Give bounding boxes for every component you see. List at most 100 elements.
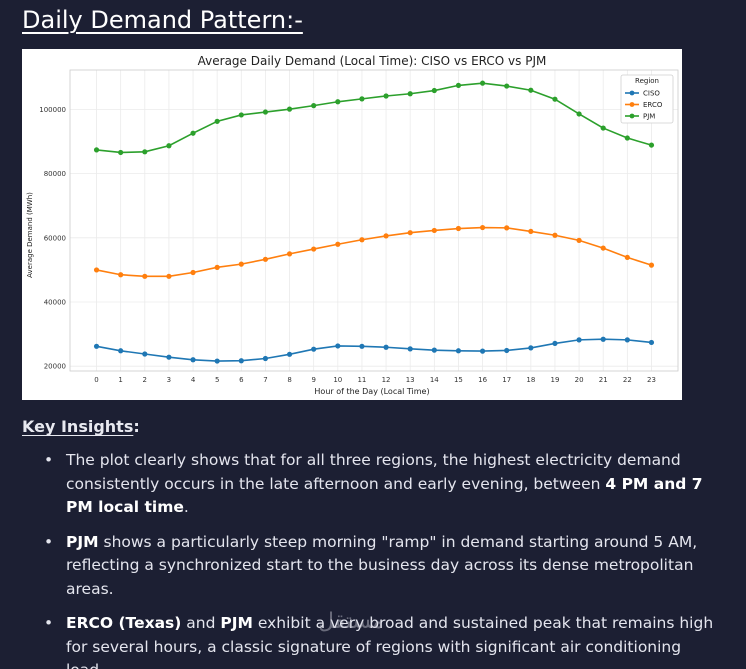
- section-heading: Daily Demand Pattern:-: [22, 6, 303, 34]
- x-tick-label: 1: [118, 376, 122, 384]
- data-point-pjm: [238, 112, 244, 118]
- insights-list: • The plot clearly shows that for all thr…: [22, 449, 722, 669]
- data-point-ciso: [142, 351, 148, 357]
- x-tick-label: 4: [191, 376, 196, 384]
- insight-text: shows a particularly steep morning "ramp…: [66, 532, 698, 598]
- insight-bullet: • ERCO (Texas) and PJM exhibit a very bro…: [22, 612, 722, 669]
- chart-legend: Region CISO ERCO PJM: [620, 74, 674, 124]
- data-point-pjm: [648, 142, 655, 148]
- data-point-ciso: [214, 358, 220, 364]
- data-point-erco: [624, 254, 630, 261]
- data-point-pjm: [600, 125, 606, 131]
- x-tick-label: 7: [263, 376, 267, 384]
- insight-text: and: [181, 614, 221, 632]
- demand-line-chart: 0 1 2 3 4 5 6 7 8 9 10 11 12 13 14 15 16 17 18 19 20 21 22 2320…: [22, 49, 682, 400]
- y-tick-label: 40000: [44, 299, 66, 307]
- data-point-erco: [648, 262, 655, 268]
- data-point-ciso: [286, 351, 293, 357]
- x-tick-label: 17: [502, 376, 511, 384]
- x-tick-label: 6: [239, 376, 244, 384]
- data-point-erco: [528, 228, 534, 235]
- data-point-erco: [383, 233, 389, 239]
- insight-emphasis: 4 PM and 7 PM local time: [66, 474, 703, 517]
- x-tick-label: 14: [430, 376, 439, 384]
- chart-gridlines: [70, 70, 678, 371]
- data-point-ciso: [407, 346, 413, 352]
- data-point-pjm: [190, 130, 196, 136]
- data-point-pjm: [335, 99, 341, 105]
- series-line-erco: [96, 226, 652, 278]
- legend-label-erco: ERCO: [643, 101, 663, 109]
- data-point-pjm: [528, 87, 534, 93]
- x-tick-label: 9: [311, 376, 315, 384]
- insight-emphasis: PJM: [66, 532, 99, 551]
- data-point-ciso: [576, 337, 582, 343]
- data-point-pjm: [383, 93, 389, 99]
- data-point-erco: [455, 225, 462, 232]
- x-tick-label: 19: [550, 376, 559, 384]
- y-tick-label: 20000: [44, 363, 66, 371]
- legend-marker-ciso: [629, 90, 635, 96]
- key-insights-heading: Key Insights:: [22, 416, 140, 438]
- chart-series: [93, 80, 655, 364]
- x-tick-label: 18: [526, 376, 535, 384]
- data-point-erco: [479, 224, 486, 231]
- data-point-pjm: [624, 135, 630, 141]
- x-tick-label: 0: [94, 376, 98, 384]
- insight-text: exhibit a very broad and sustained peak …: [66, 614, 714, 669]
- legend-marker-erco: [629, 102, 635, 107]
- data-point-erco: [407, 230, 413, 236]
- data-point-ciso: [311, 346, 317, 352]
- chart-axes: 0 1 2 3 4 5 6 7 8 9 10 11 12 13 14 15 16 17 18 19 20 21 22 2320…: [39, 106, 656, 384]
- data-point-pjm: [407, 91, 413, 97]
- data-point-erco: [600, 245, 606, 251]
- x-tick-label: 3: [167, 376, 171, 384]
- legend-box: [620, 74, 674, 124]
- bullet-dot-icon: •: [44, 451, 54, 469]
- data-point-pjm: [118, 149, 124, 156]
- data-point-erco: [552, 232, 558, 238]
- x-tick-label: 20: [575, 376, 584, 384]
- data-point-pjm: [262, 109, 269, 115]
- data-point-ciso: [93, 343, 100, 349]
- y-axis-label: Average Demand (MWh): [26, 192, 34, 278]
- x-tick-label: 11: [357, 376, 366, 384]
- x-tick-label: 8: [287, 376, 291, 384]
- data-point-ciso: [504, 347, 510, 354]
- key-insights-title: Key Insights: [22, 417, 134, 436]
- x-tick-label: 22: [623, 376, 632, 384]
- insight-text: The plot clearly shows that for all thre…: [66, 451, 681, 493]
- chart-title: Average Daily Demand (Local Time): CISO …: [198, 54, 547, 68]
- x-tick-label: 10: [333, 376, 342, 384]
- data-point-pjm: [311, 103, 317, 109]
- watermark-logo: مستقل: [318, 609, 384, 634]
- data-point-ciso: [455, 348, 462, 354]
- data-point-pjm: [166, 143, 172, 149]
- bullet-dot-icon: •: [44, 532, 54, 551]
- data-point-erco: [262, 256, 269, 262]
- data-point-erco: [286, 251, 293, 257]
- plot-frame: [69, 69, 679, 372]
- series-line-pjm: [96, 82, 652, 154]
- insight-emphasis: PJM: [220, 614, 253, 632]
- demand-chart-image: 0 1 2 3 4 5 6 7 8 9 10 11 12 13 14 15 16 17 18 19 20 21 22 23 20…: [22, 49, 682, 400]
- data-point-pjm: [93, 147, 100, 153]
- data-point-erco: [238, 261, 244, 267]
- data-point-ciso: [479, 348, 486, 354]
- data-point-pjm: [286, 106, 293, 112]
- data-point-ciso: [624, 337, 630, 343]
- data-point-ciso: [431, 347, 437, 353]
- data-point-pjm: [504, 83, 510, 89]
- data-point-erco: [335, 241, 341, 247]
- data-point-ciso: [262, 355, 269, 362]
- data-point-pjm: [576, 111, 582, 117]
- data-point-erco: [431, 227, 437, 234]
- data-point-ciso: [190, 357, 196, 363]
- key-insights-colon: :: [133, 417, 140, 436]
- series-line-ciso: [96, 338, 652, 362]
- legend-marker-pjm: [629, 113, 635, 119]
- data-point-erco: [311, 246, 317, 252]
- data-point-ciso: [600, 336, 606, 342]
- x-axis-label: Hour of the Day (Local Time): [314, 387, 429, 396]
